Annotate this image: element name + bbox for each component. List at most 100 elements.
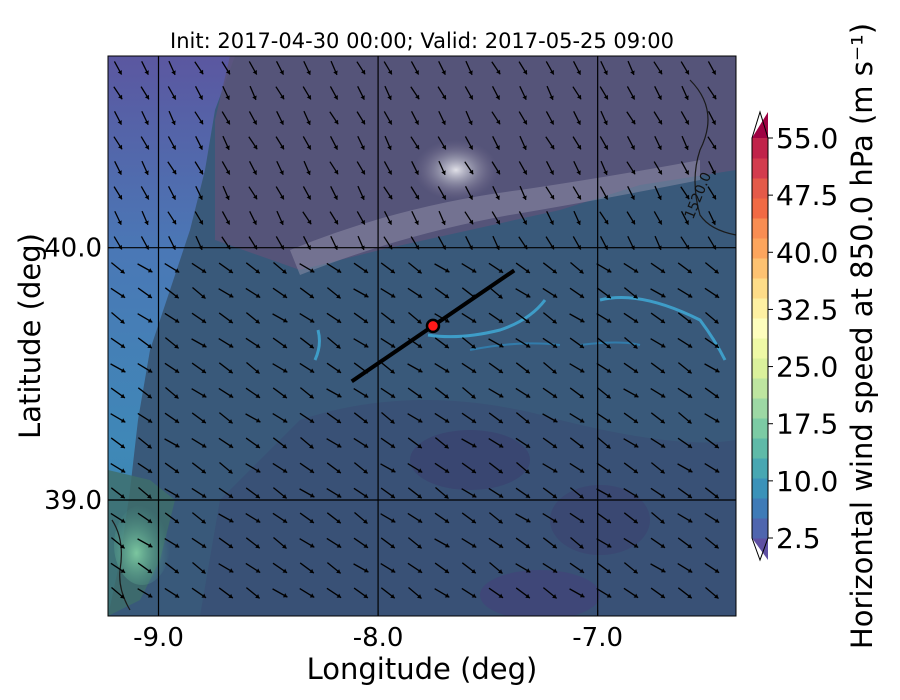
- wind-vector-arrowhead: [522, 220, 527, 225]
- wind-vector-arrowhead: [657, 195, 662, 200]
- wind-vector-arrowhead: [633, 318, 639, 323]
- wind-vector-arrowhead: [201, 294, 206, 299]
- wind-vector-arrowhead: [198, 219, 203, 225]
- wind-vector-arrowhead: [282, 443, 287, 449]
- wind-vector-arrowhead: [657, 95, 662, 100]
- wind-vector-arrowhead: [363, 493, 369, 498]
- wind-vector-arrowhead: [390, 343, 396, 348]
- wind-vector-arrowhead: [120, 319, 125, 324]
- wind-vector-arrowhead: [444, 293, 449, 298]
- wind-vector-arrowhead: [228, 293, 234, 298]
- wind-vector-arrowhead: [387, 220, 392, 225]
- wind-vector-arrowhead: [711, 194, 716, 200]
- wind-vector-arrowhead: [714, 568, 720, 573]
- wind-vector-arrowhead: [660, 368, 665, 374]
- wind-vector-arrowhead: [444, 318, 450, 323]
- wind-vector-arrowhead: [201, 343, 207, 348]
- wind-vector-arrowhead: [228, 268, 233, 273]
- dark-patch: [550, 485, 650, 555]
- wind-vector-arrowhead: [579, 518, 585, 523]
- wind-vector-arrowhead: [657, 69, 663, 75]
- wind-vector-arrowhead: [633, 593, 639, 598]
- wind-vector-arrowhead: [390, 443, 396, 448]
- wind-vector-arrowhead: [228, 469, 233, 474]
- wind-vector-arrowhead: [525, 393, 531, 398]
- wind-vector-arrowhead: [198, 169, 203, 175]
- wind-vector-arrowhead: [282, 269, 287, 274]
- colorbar-segment: [752, 198, 768, 219]
- chart-title: Init: 2017-04-30 00:00; Valid: 2017-05-2…: [170, 29, 674, 53]
- wind-vector-arrowhead: [309, 543, 315, 548]
- wind-vector-arrowhead: [498, 468, 503, 474]
- wind-vector-arrowhead: [417, 343, 423, 348]
- wind-vector-arrowhead: [498, 519, 503, 524]
- wind-vector-arrowhead: [687, 419, 692, 424]
- wind-vector-arrowhead: [630, 95, 635, 100]
- wind-vector-arrowhead: [255, 319, 260, 324]
- wind-vector-arrowhead: [390, 543, 395, 549]
- wind-vector-arrowhead: [282, 418, 288, 423]
- colorbar-tick-label: 40.0: [776, 236, 838, 269]
- wind-vector-arrowhead: [147, 518, 153, 523]
- wind-vector-arrowhead: [444, 393, 449, 399]
- wind-vector-arrowhead: [471, 518, 476, 524]
- wind-vector-arrowhead: [444, 468, 450, 473]
- wind-vector-arrowhead: [633, 393, 639, 398]
- wind-vector-arrowhead: [120, 544, 125, 549]
- wind-vector-arrowhead: [282, 293, 288, 298]
- wind-vector-arrowhead: [363, 568, 369, 573]
- map-frame: [107, 55, 737, 617]
- wind-vector-arrowhead: [174, 443, 180, 448]
- wind-vector-arrowhead: [120, 269, 125, 274]
- wind-vector-arrowhead: [174, 518, 179, 524]
- wind-vector-arrowhead: [336, 368, 342, 373]
- wind-vector-arrowhead: [576, 220, 581, 225]
- colorbar-segment: [752, 298, 768, 319]
- wind-vector-arrowhead: [417, 594, 422, 599]
- wind-vector-arrowhead: [333, 95, 338, 100]
- wind-vector-arrowhead: [552, 369, 557, 374]
- wind-vector-arrowhead: [660, 293, 666, 298]
- wind-vector-arrowhead: [711, 120, 716, 125]
- wind-vector-arrowhead: [711, 70, 716, 75]
- wind-vector-arrowhead: [414, 144, 420, 150]
- wind-vector-arrowhead: [417, 568, 423, 573]
- wind-vector-arrowhead: [279, 220, 284, 225]
- wind-vector-arrowhead: [309, 368, 315, 373]
- wind-vector-arrowhead: [147, 318, 153, 323]
- wind-vector-arrowhead: [685, 194, 690, 200]
- wind-vector-arrowhead: [336, 593, 342, 598]
- x-tick-label: -7.0: [572, 623, 623, 653]
- wind-vector-arrowhead: [714, 293, 720, 298]
- wind-vector-arrowhead: [444, 343, 449, 349]
- wind-vector-arrowhead: [660, 393, 666, 398]
- wind-vector-arrowhead: [468, 219, 474, 225]
- wind-vector-arrowhead: [387, 95, 392, 100]
- wind-vector-arrowhead: [225, 119, 230, 125]
- wind-vector-arrowhead: [309, 318, 315, 323]
- wind-vector-arrowhead: [441, 120, 446, 125]
- wind-vector-arrowhead: [552, 468, 558, 473]
- wind-vector-arrowhead: [120, 443, 125, 449]
- dark-patch: [480, 570, 600, 616]
- wind-vector-arrowhead: [633, 294, 638, 299]
- wind-vector-arrowhead: [549, 120, 554, 125]
- wind-vector-arrowhead: [606, 468, 612, 473]
- wind-vector-arrowhead: [360, 119, 365, 125]
- wind-vector-arrowhead: [687, 593, 692, 599]
- wind-vector-arrowhead: [228, 518, 234, 523]
- wind-vector-arrowhead: [199, 69, 204, 75]
- wind-vector-arrowhead: [471, 443, 477, 448]
- wind-vector-arrowhead: [309, 394, 314, 399]
- wind-vector-arrowhead: [525, 543, 530, 548]
- wind-vector-arrowhead: [469, 169, 474, 175]
- wind-vector-arrowhead: [441, 195, 446, 200]
- wind-vector-arrowhead: [255, 518, 261, 523]
- wind-vector-arrowhead: [147, 418, 153, 423]
- wind-vector-arrowhead: [576, 70, 581, 75]
- colorbar-ticks: 2.5 10.0 17.5 25.0 32.5 40.0 47.5 55.0: [768, 122, 838, 555]
- wind-vector-arrowhead: [117, 170, 122, 175]
- wind-vector-arrowhead: [144, 120, 149, 125]
- wind-vector-arrowhead: [147, 593, 153, 598]
